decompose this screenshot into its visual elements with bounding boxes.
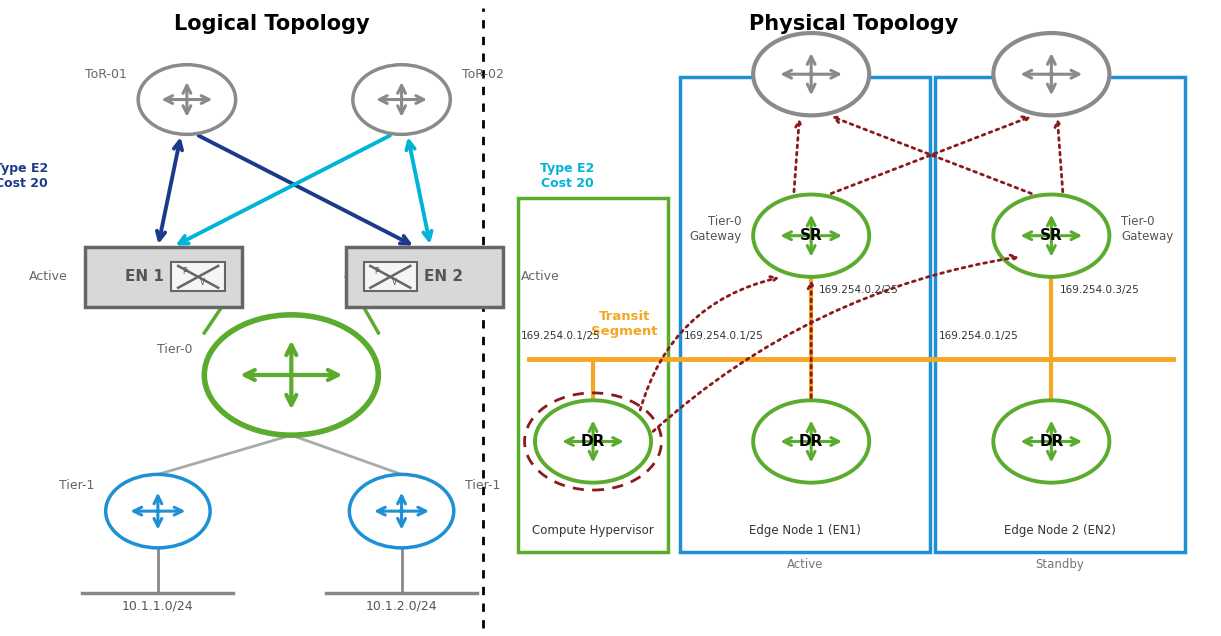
Text: Edge Node 2 (EN2): Edge Node 2 (EN2) <box>1004 523 1116 537</box>
Text: 169.254.0.2/25: 169.254.0.2/25 <box>819 285 899 294</box>
Text: Standby: Standby <box>1035 558 1084 571</box>
Ellipse shape <box>138 65 236 134</box>
Text: Tier-1: Tier-1 <box>59 480 94 492</box>
Text: Transit
Segment: Transit Segment <box>591 310 658 338</box>
Text: Type E2
Cost 20: Type E2 Cost 20 <box>0 162 49 190</box>
Text: DR: DR <box>799 434 823 449</box>
Ellipse shape <box>753 195 869 277</box>
Text: Compute Hypervisor: Compute Hypervisor <box>532 523 654 537</box>
Text: Tier-0
Gateway: Tier-0 Gateway <box>690 216 741 244</box>
Text: Edge Node 1 (EN1): Edge Node 1 (EN1) <box>748 523 861 537</box>
Text: EN 2: EN 2 <box>424 269 463 284</box>
Text: ToR-01: ToR-01 <box>84 67 127 81</box>
Text: P: P <box>182 267 187 276</box>
Text: Logical Topology: Logical Topology <box>173 13 370 34</box>
FancyBboxPatch shape <box>347 247 503 307</box>
Text: Physical Topology: Physical Topology <box>750 13 958 34</box>
Text: SR: SR <box>800 228 823 243</box>
Text: 10.1.2.0/24: 10.1.2.0/24 <box>366 599 437 612</box>
Text: V: V <box>392 278 397 287</box>
Ellipse shape <box>994 33 1110 115</box>
Ellipse shape <box>106 474 210 548</box>
Text: DR: DR <box>581 434 606 449</box>
Text: DR: DR <box>1039 434 1063 449</box>
FancyBboxPatch shape <box>171 262 225 291</box>
Text: SR: SR <box>1040 228 1062 243</box>
FancyBboxPatch shape <box>680 78 929 552</box>
Ellipse shape <box>994 400 1110 483</box>
Text: Active: Active <box>786 558 823 571</box>
Text: Active: Active <box>29 270 68 284</box>
Text: 169.254.0.1/25: 169.254.0.1/25 <box>939 331 1018 341</box>
Ellipse shape <box>204 315 379 435</box>
Text: P: P <box>375 267 379 276</box>
Ellipse shape <box>753 400 869 483</box>
Ellipse shape <box>353 65 451 134</box>
Text: 169.254.0.1/25: 169.254.0.1/25 <box>521 331 601 341</box>
Text: V: V <box>199 278 205 287</box>
Ellipse shape <box>535 400 651 483</box>
FancyBboxPatch shape <box>364 262 418 291</box>
FancyBboxPatch shape <box>518 198 668 552</box>
Text: ToR-02: ToR-02 <box>462 67 504 81</box>
Text: 10.1.1.0/24: 10.1.1.0/24 <box>122 599 194 612</box>
Text: Tier-1: Tier-1 <box>465 480 501 492</box>
Text: Tier-0: Tier-0 <box>158 343 193 356</box>
Text: 169.254.0.1/25: 169.254.0.1/25 <box>684 331 763 341</box>
Text: EN 1: EN 1 <box>126 269 165 284</box>
Ellipse shape <box>753 33 869 115</box>
Ellipse shape <box>994 195 1110 277</box>
Text: 169.254.0.3/25: 169.254.0.3/25 <box>1060 285 1139 294</box>
Text: Type E2
Cost 20: Type E2 Cost 20 <box>540 162 595 190</box>
FancyBboxPatch shape <box>935 78 1184 552</box>
Ellipse shape <box>349 474 454 548</box>
Text: Tier-0
Gateway: Tier-0 Gateway <box>1121 216 1173 244</box>
Text: Active: Active <box>520 270 559 284</box>
FancyBboxPatch shape <box>85 247 242 307</box>
